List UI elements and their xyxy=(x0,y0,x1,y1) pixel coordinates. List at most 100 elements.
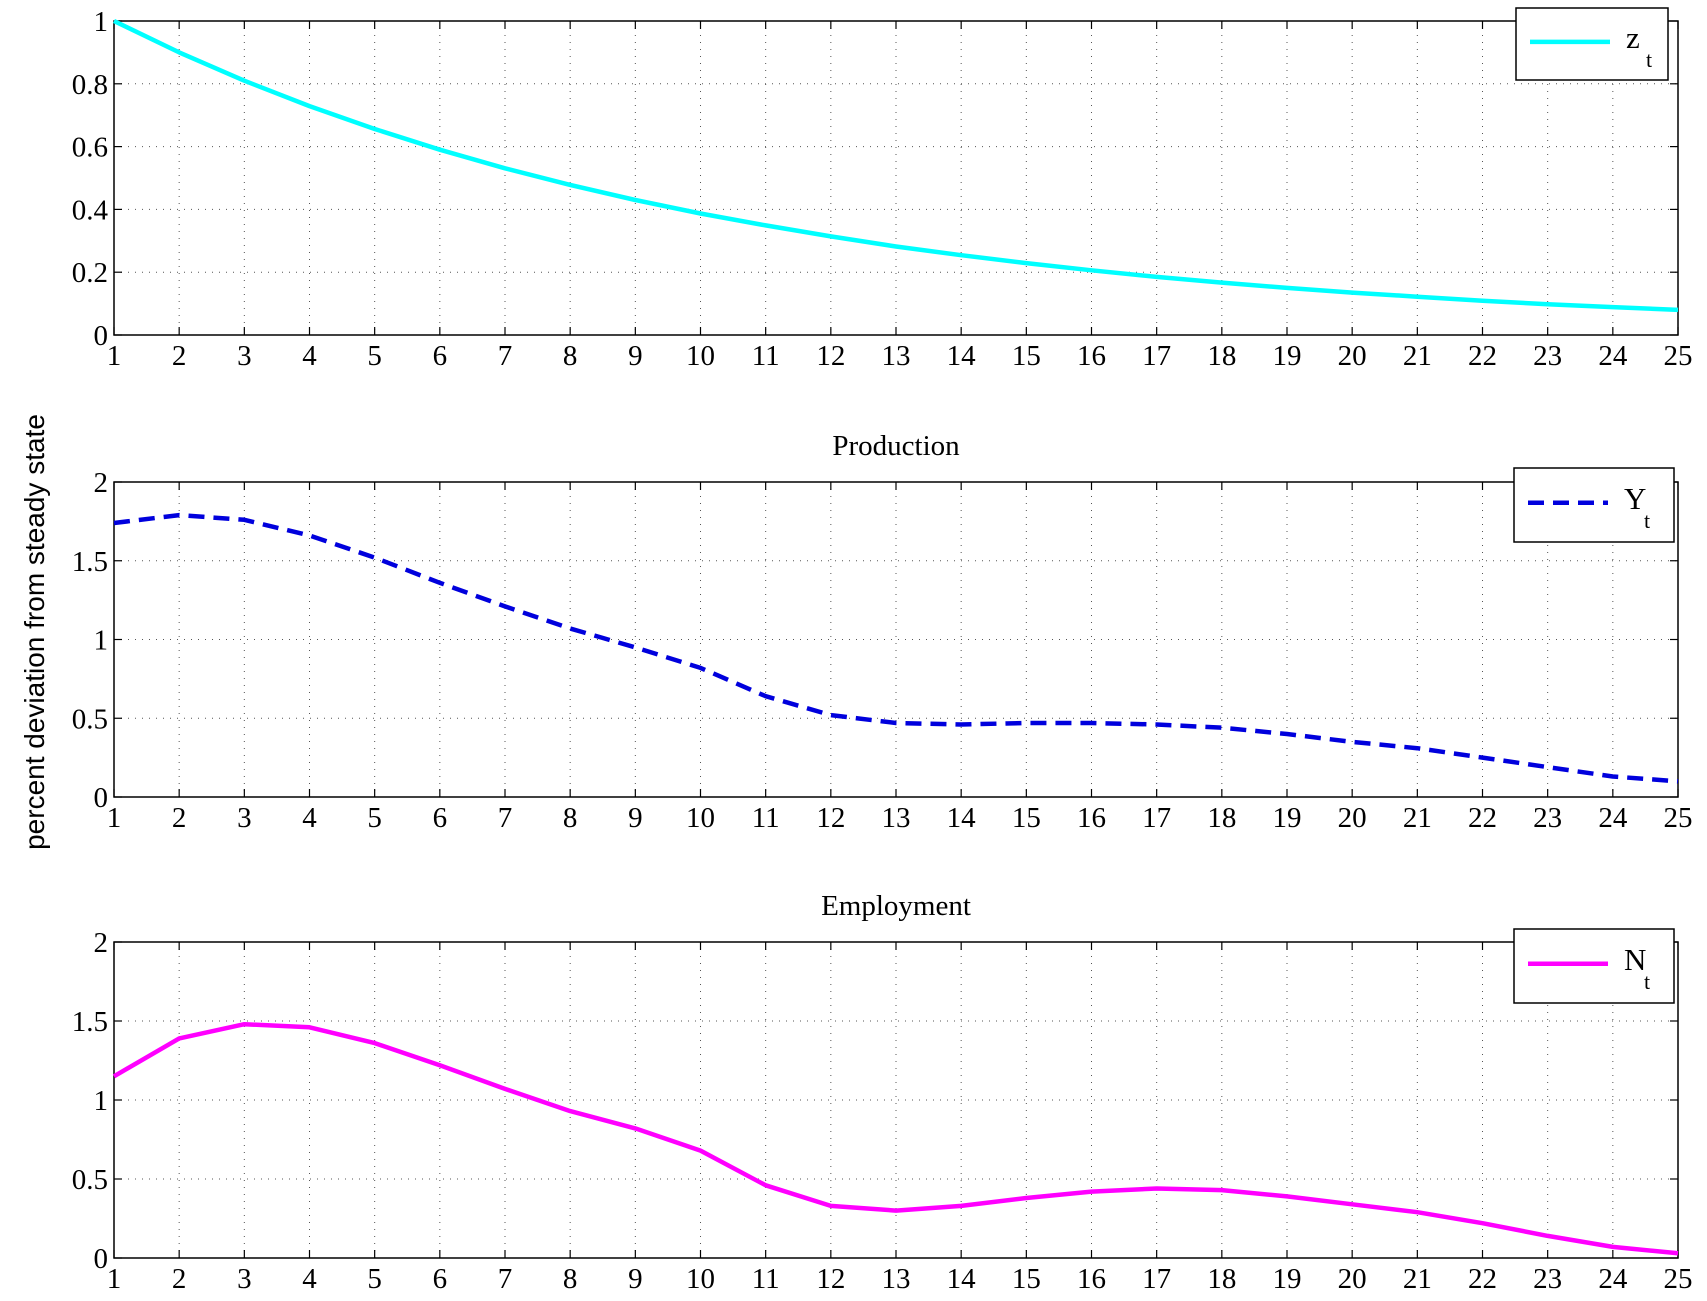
x-tick-label: 22 xyxy=(1468,802,1497,834)
x-tick-label: 20 xyxy=(1338,802,1367,834)
x-tick-label: 23 xyxy=(1533,340,1562,372)
y-tick-label: 0 xyxy=(94,1243,109,1275)
x-tick-label: 11 xyxy=(752,802,780,834)
x-tick-label: 2 xyxy=(172,1263,187,1295)
x-tick-label: 20 xyxy=(1338,340,1367,372)
x-tick-label: 5 xyxy=(367,340,382,372)
x-tick-label: 1 xyxy=(107,340,122,372)
x-tick-label: 17 xyxy=(1142,340,1171,372)
y-tick-label: 1 xyxy=(94,625,109,657)
x-tick-label: 10 xyxy=(686,802,715,834)
panel-title: Production xyxy=(832,430,960,462)
x-tick-label: 18 xyxy=(1207,340,1236,372)
x-tick-label: 9 xyxy=(628,802,643,834)
x-tick-label: 11 xyxy=(752,340,780,372)
plot-frame xyxy=(113,941,1679,1259)
x-tick-label: 20 xyxy=(1338,1263,1367,1295)
legend-label: N xyxy=(1624,942,1646,977)
x-tick-label: 15 xyxy=(1012,802,1041,834)
x-tick-label: 17 xyxy=(1142,802,1171,834)
x-tick-label: 19 xyxy=(1273,340,1302,372)
legend: Yt xyxy=(1513,467,1675,543)
x-tick-label: 14 xyxy=(947,802,977,834)
x-tick-label: 8 xyxy=(563,340,578,372)
panel-1: 1 2 3 4 5 6 7 8 9 10 11 12 13 14 15 16 17 18 19 20 21 22 23 24 2… xyxy=(72,6,1693,372)
x-tick-label: 10 xyxy=(686,1263,715,1295)
x-tick-label: 7 xyxy=(498,802,513,834)
x-tick-label: 13 xyxy=(882,802,911,834)
x-tick-label: 6 xyxy=(433,802,448,834)
plot-frame xyxy=(113,20,1679,336)
x-tick-label: 15 xyxy=(1012,1263,1041,1295)
series-line-Y xyxy=(113,512,1679,784)
y-tick-label: 1 xyxy=(94,6,109,38)
x-tick-label: 9 xyxy=(628,340,643,372)
x-tick-label: 22 xyxy=(1468,340,1497,372)
x-tick-label: 9 xyxy=(628,1263,643,1295)
x-tick-label: 16 xyxy=(1077,802,1106,834)
x-tick-label: 23 xyxy=(1533,802,1562,834)
x-tick-label: 8 xyxy=(563,802,578,834)
x-tick-label: 3 xyxy=(237,1263,252,1295)
x-tick-label: 10 xyxy=(686,340,715,372)
x-tick-label: 6 xyxy=(433,1263,448,1295)
x-tick-label: 6 xyxy=(433,340,448,372)
x-tick-label: 16 xyxy=(1077,340,1106,372)
x-tick-label: 25 xyxy=(1664,1263,1693,1295)
x-tick-label: 5 xyxy=(367,1263,382,1295)
y-tick-label: 0.4 xyxy=(72,194,109,226)
x-tick-label: 24 xyxy=(1598,1263,1628,1295)
series-line-N xyxy=(112,1021,1679,1256)
legend-label-subscript: t xyxy=(1644,508,1650,533)
legend: Nt xyxy=(1513,928,1675,1004)
panel-2: 1 2 3 4 5 6 7 8 9 10 11 12 13 14 15 16 17 18 19 20 21 22 23 24 2… xyxy=(72,430,1693,834)
x-tick-label: 12 xyxy=(816,802,845,834)
x-tick-label: 18 xyxy=(1207,1263,1236,1295)
legend-label-subscript: t xyxy=(1644,969,1650,994)
y-tick-label: 0.2 xyxy=(72,257,108,289)
x-tick-label: 16 xyxy=(1077,1263,1106,1295)
x-tick-label: 14 xyxy=(947,340,977,372)
x-tick-label: 15 xyxy=(1012,340,1041,372)
x-tick-label: 13 xyxy=(882,1263,911,1295)
x-tick-label: 8 xyxy=(563,1263,578,1295)
x-tick-label: 25 xyxy=(1664,340,1693,372)
x-tick-label: 3 xyxy=(237,802,252,834)
y-tick-label: 2 xyxy=(94,927,109,959)
x-tick-label: 4 xyxy=(302,1263,317,1295)
x-tick-label: 1 xyxy=(107,1263,122,1295)
legend-label-subscript: t xyxy=(1646,47,1652,72)
x-tick-label: 21 xyxy=(1403,340,1432,372)
legend-label: z xyxy=(1626,20,1640,55)
x-tick-label: 7 xyxy=(498,340,513,372)
series-line-z xyxy=(113,18,1679,313)
x-tick-label: 5 xyxy=(367,802,382,834)
panel-title: Employment xyxy=(821,890,971,922)
legend: zt xyxy=(1515,7,1669,81)
x-tick-label: 14 xyxy=(947,1263,977,1295)
x-tick-label: 2 xyxy=(172,802,187,834)
x-tick-label: 3 xyxy=(237,340,252,372)
y-tick-label: 0 xyxy=(94,320,109,352)
x-tick-label: 2 xyxy=(172,340,187,372)
x-tick-label: 1 xyxy=(107,802,122,834)
x-tick-label: 11 xyxy=(752,1263,780,1295)
x-tick-label: 21 xyxy=(1403,1263,1432,1295)
y-tick-label: 1.5 xyxy=(72,1006,108,1038)
y-tick-label: 1 xyxy=(94,1085,109,1117)
x-tick-label: 7 xyxy=(498,1263,513,1295)
y-tick-label: 0.5 xyxy=(72,703,108,735)
x-tick-label: 12 xyxy=(816,1263,845,1295)
x-tick-label: 22 xyxy=(1468,1263,1497,1295)
y-tick-label: 0.6 xyxy=(72,132,108,164)
y-tick-label: 0.5 xyxy=(72,1164,108,1196)
x-tick-label: 13 xyxy=(882,340,911,372)
legend-label: Y xyxy=(1624,481,1646,516)
panel-3: 1 2 3 4 5 6 7 8 9 10 11 12 13 14 15 16 17 18 19 20 21 22 23 24 2… xyxy=(72,890,1693,1295)
x-tick-label: 19 xyxy=(1273,802,1302,834)
x-tick-label: 23 xyxy=(1533,1263,1562,1295)
x-tick-label: 18 xyxy=(1207,802,1236,834)
y-tick-label: 0 xyxy=(94,782,109,814)
x-tick-label: 12 xyxy=(816,340,845,372)
x-tick-label: 4 xyxy=(302,802,317,834)
